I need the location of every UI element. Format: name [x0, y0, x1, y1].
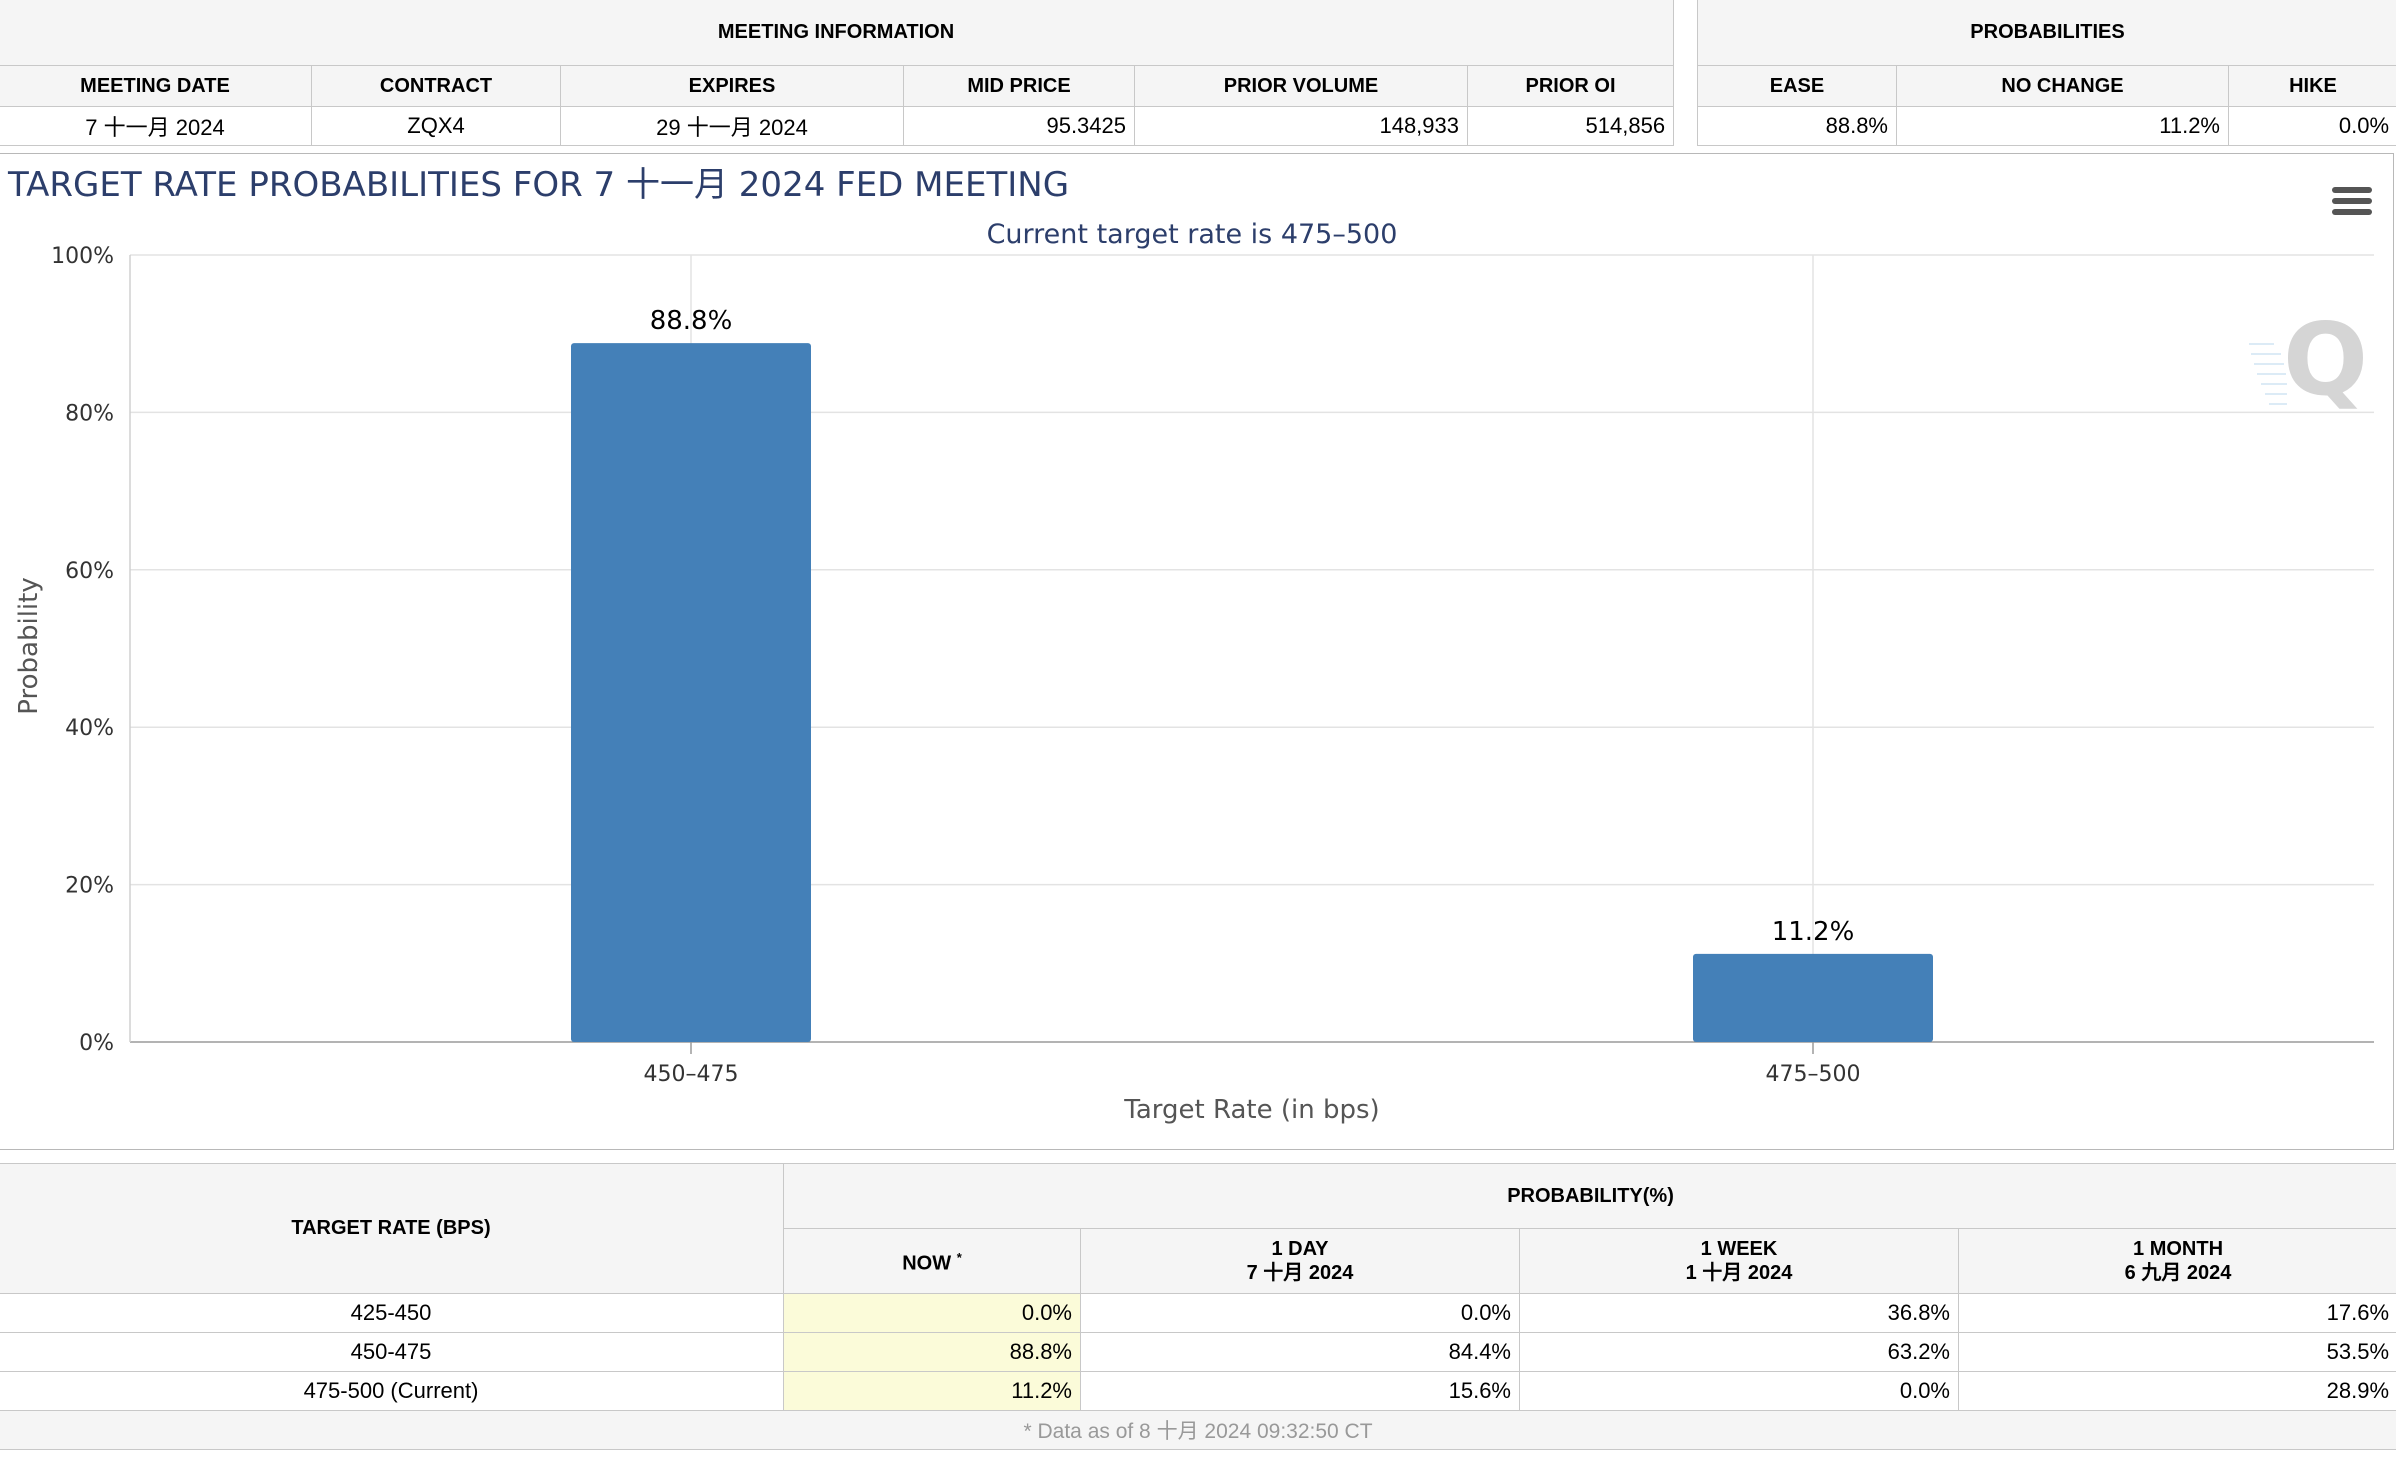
y-axis-ticks: 0% 20% 40% 60% 80% 100%: [51, 244, 114, 1056]
svg-text:Q: Q: [2283, 301, 2368, 418]
prior-oi-value: 514,856: [1466, 106, 1675, 146]
prior-volume-value: 148,933: [1134, 106, 1468, 146]
week-cell: 63.2%: [1519, 1332, 1959, 1372]
hamburger-menu-icon[interactable]: [2332, 187, 2372, 221]
header-no-change: NO CHANGE: [1896, 65, 2229, 107]
day-cell: 84.4%: [1080, 1332, 1520, 1372]
bar-chart: TARGET RATE PROBABILITIES FOR 7 十一月 2024…: [7, 165, 2374, 1125]
now-cell: 11.2%: [783, 1371, 1081, 1411]
table-row: 475-500 (Current) 11.2% 15.6% 0.0% 28.9%: [0, 1371, 2396, 1411]
y-tick-label: 40%: [65, 716, 114, 741]
y-tick-label: 100%: [51, 244, 114, 269]
mid-price-value: 95.3425: [903, 106, 1135, 146]
rate-cell: 450-475: [0, 1332, 784, 1372]
meeting-info-table: MEETING INFORMATION MEETING DATE CONTRAC…: [0, 0, 1675, 146]
meeting-date-value: 7 十一月 2024: [0, 106, 312, 146]
no-change-value: 11.2%: [1896, 106, 2229, 146]
now-header: NOW *: [783, 1228, 1081, 1294]
x-axis-ticks: 450–475 475–500: [644, 1042, 1861, 1087]
hike-value: 0.0%: [2227, 106, 2396, 146]
y-tick-label: 80%: [65, 401, 114, 426]
probability-header: PROBABILITY(%): [782, 1163, 2396, 1229]
one-month-header: 1 MONTH 6 九月 2024: [1957, 1228, 2396, 1294]
grid-lines: [129, 254, 2374, 1043]
q-logo-watermark: Q: [2249, 301, 2368, 418]
rate-cell: 475-500 (Current): [0, 1371, 784, 1411]
bar[interactable]: [571, 343, 811, 1042]
probability-history-table: TARGET RATE (BPS) PROBABILITY(%) NOW * 1…: [0, 1163, 2396, 1450]
y-tick-label: 20%: [65, 874, 114, 899]
now-cell: 88.8%: [783, 1332, 1081, 1372]
expires-value: 29 十一月 2024: [560, 106, 904, 146]
week-cell: 0.0%: [1519, 1371, 1959, 1411]
x-tick-label: 450–475: [644, 1062, 739, 1087]
day-cell: 15.6%: [1080, 1371, 1520, 1411]
header-prior-volume: PRIOR VOLUME: [1134, 65, 1468, 107]
probabilities-title: PROBABILITIES: [1696, 0, 2396, 66]
y-tick-label: 60%: [65, 559, 114, 584]
header-expires: EXPIRES: [560, 65, 904, 107]
one-day-header: 1 DAY 7 十月 2024: [1080, 1228, 1520, 1294]
data-label: 11.2%: [1772, 917, 1855, 947]
month-cell: 53.5%: [1957, 1332, 2396, 1372]
chart-container: TARGET RATE PROBABILITIES FOR 7 十一月 2024…: [0, 153, 2394, 1150]
now-cell: 0.0%: [783, 1293, 1081, 1333]
chart-title: TARGET RATE PROBABILITIES FOR 7 十一月 2024…: [7, 165, 1069, 205]
x-tick-label: 475–500: [1766, 1062, 1861, 1087]
bar[interactable]: [1693, 953, 1933, 1042]
bars: 88.8% 11.2%: [571, 306, 1933, 1042]
header-contract: CONTRACT: [311, 65, 561, 107]
ease-value: 88.8%: [1697, 106, 1897, 146]
contract-value: ZQX4: [311, 106, 561, 146]
data-label: 88.8%: [650, 306, 733, 336]
header-hike: HIKE: [2227, 65, 2396, 107]
x-axis-label: Target Rate (in bps): [1123, 1095, 1379, 1125]
probabilities-table: PROBABILITIES EASE NO CHANGE HIKE 88.8% …: [1696, 0, 2396, 146]
one-week-header: 1 WEEK 1 十月 2024: [1519, 1228, 1959, 1294]
meeting-info-title: MEETING INFORMATION: [0, 0, 1675, 66]
header-prior-oi: PRIOR OI: [1466, 65, 1675, 107]
week-cell: 36.8%: [1519, 1293, 1959, 1333]
rate-cell: 425-450: [0, 1293, 784, 1333]
header-meeting-date: MEETING DATE: [0, 65, 312, 107]
y-tick-label: 0%: [79, 1031, 114, 1056]
chart-subtitle: Current target rate is 475–500: [987, 219, 1398, 250]
y-axis-label: Probability: [14, 577, 44, 714]
month-cell: 28.9%: [1957, 1371, 2396, 1411]
target-rate-header: TARGET RATE (BPS): [0, 1163, 784, 1294]
table-row: 450-475 88.8% 84.4% 63.2% 53.5%: [0, 1332, 2396, 1372]
month-cell: 17.6%: [1957, 1293, 2396, 1333]
header-ease: EASE: [1697, 65, 1897, 107]
data-footnote: * Data as of 8 十月 2024 09:32:50 CT: [0, 1410, 2396, 1450]
table-row: 425-450 0.0% 0.0% 36.8% 17.6%: [0, 1293, 2396, 1333]
header-mid-price: MID PRICE: [903, 65, 1135, 107]
day-cell: 0.0%: [1080, 1293, 1520, 1333]
